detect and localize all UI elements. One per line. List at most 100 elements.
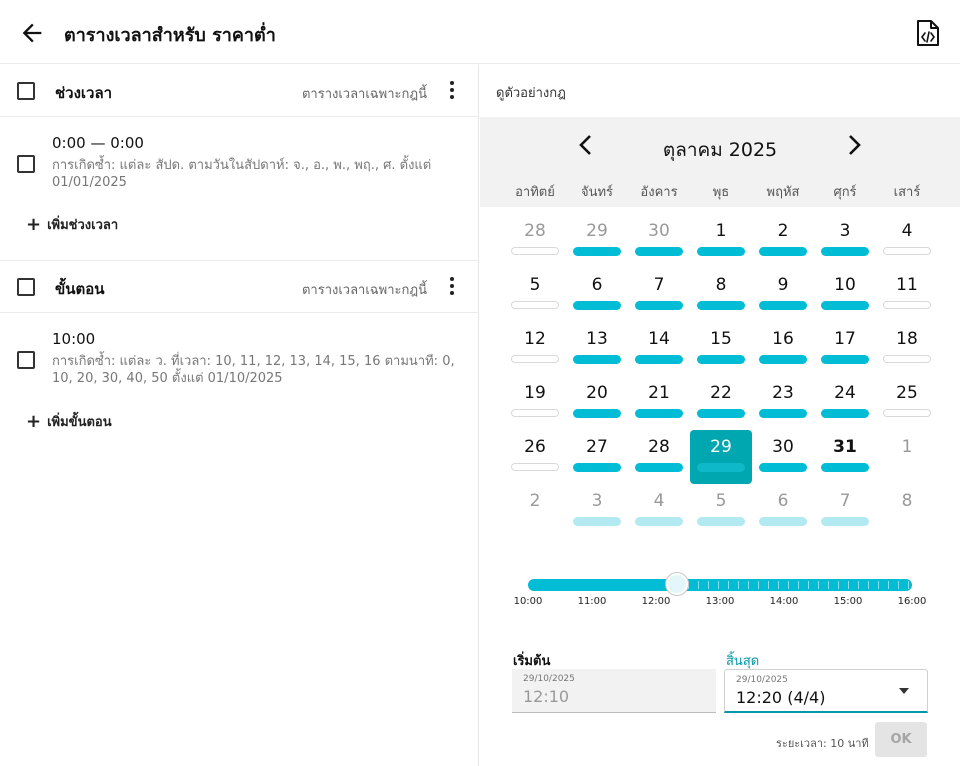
day-number: 13 bbox=[586, 329, 608, 349]
slider-time-label: 13:00 bbox=[705, 596, 735, 607]
step-item-checkbox[interactable] bbox=[17, 351, 35, 369]
calendar-day[interactable]: 4 bbox=[876, 214, 938, 268]
intervals-title: ช่วงเวลา bbox=[55, 84, 113, 102]
top-bar: ตารางเวลาสำหรับ ราคาต่ำ bbox=[0, 0, 960, 64]
calendar-day[interactable]: 21 bbox=[628, 376, 690, 430]
slider-time-label: 15:00 bbox=[833, 596, 863, 607]
day-number: 20 bbox=[586, 383, 608, 403]
add-interval-button[interactable]: + เพิ่มช่วงเวลา bbox=[26, 214, 118, 235]
day-activity-bar bbox=[635, 247, 683, 256]
calendar-day[interactable]: 5 bbox=[690, 484, 752, 538]
calendar-day[interactable]: 29 bbox=[566, 214, 628, 268]
calendar-day[interactable]: 18 bbox=[876, 322, 938, 376]
calendar-day[interactable]: 2 bbox=[504, 484, 566, 538]
day-activity-bar bbox=[821, 301, 869, 310]
steps-more-icon[interactable] bbox=[448, 277, 456, 297]
step-item-description: การเกิดซ้ำ: แต่ละ ว. ที่เวลา: 10, 11, 12… bbox=[52, 354, 455, 386]
day-activity-bar bbox=[511, 247, 559, 255]
calendar-day[interactable]: 1 bbox=[876, 430, 938, 484]
calendar-day[interactable]: 6 bbox=[752, 484, 814, 538]
day-activity-bar bbox=[511, 409, 559, 417]
calendar-day[interactable]: 11 bbox=[876, 268, 938, 322]
calendar-day[interactable]: 27 bbox=[566, 430, 628, 484]
intervals-select-all-checkbox[interactable] bbox=[17, 82, 35, 100]
day-number: 5 bbox=[529, 275, 541, 295]
calendar-day[interactable]: 13 bbox=[566, 322, 628, 376]
code-file-icon[interactable] bbox=[915, 19, 941, 47]
calendar-day[interactable]: 24 bbox=[814, 376, 876, 430]
slider-time-label: 14:00 bbox=[769, 596, 799, 607]
calendar-day[interactable]: 2 bbox=[752, 214, 814, 268]
steps-select-all-checkbox[interactable] bbox=[17, 278, 35, 296]
calendar-day[interactable]: 3 bbox=[814, 214, 876, 268]
time-slider-thumb[interactable] bbox=[666, 573, 689, 595]
interval-item-title[interactable]: 0:00 — 0:00 bbox=[52, 134, 144, 152]
add-step-button[interactable]: + เพิ่มขั้นตอน bbox=[26, 411, 112, 432]
intervals-header: ช่วงเวลา ตารางเวลาเฉพาะกฎนี้ bbox=[0, 65, 479, 117]
calendar-day[interactable]: 17 bbox=[814, 322, 876, 376]
calendar-day[interactable]: 19 bbox=[504, 376, 566, 430]
day-number: 7 bbox=[839, 491, 851, 511]
step-item-title[interactable]: 10:00 bbox=[52, 330, 96, 348]
calendar-day[interactable]: 14 bbox=[628, 322, 690, 376]
calendar-day[interactable]: 8 bbox=[690, 268, 752, 322]
slider-tick bbox=[748, 581, 749, 589]
day-number: 24 bbox=[834, 383, 856, 403]
day-activity-bar bbox=[573, 355, 621, 364]
ok-button[interactable]: OK bbox=[875, 722, 927, 757]
calendar-day[interactable]: 28 bbox=[504, 214, 566, 268]
day-activity-bar bbox=[821, 247, 869, 256]
calendar-day[interactable]: 1 bbox=[690, 214, 752, 268]
day-number: 11 bbox=[896, 275, 918, 295]
calendar-day[interactable]: 9 bbox=[752, 268, 814, 322]
day-activity-bar bbox=[759, 463, 807, 472]
weekday-label: เสาร์ bbox=[893, 185, 921, 200]
back-arrow-icon[interactable] bbox=[18, 19, 46, 47]
intervals-more-icon[interactable] bbox=[448, 81, 456, 101]
add-interval-label: เพิ่มช่วงเวลา bbox=[47, 218, 119, 233]
section-divider bbox=[0, 260, 479, 261]
interval-item-description: การเกิดซ้ำ: แต่ละ สัปด. ตามวันในสัปดาห์:… bbox=[52, 158, 432, 190]
calendar-day[interactable]: 6 bbox=[566, 268, 628, 322]
day-number: 27 bbox=[586, 437, 608, 457]
calendar-day[interactable]: 8 bbox=[876, 484, 938, 538]
calendar-day[interactable]: 30 bbox=[628, 214, 690, 268]
weekday-label: อังคาร bbox=[640, 185, 678, 200]
calendar-day[interactable]: 25 bbox=[876, 376, 938, 430]
day-number: 8 bbox=[715, 275, 727, 295]
calendar-day[interactable]: 22 bbox=[690, 376, 752, 430]
calendar-day[interactable]: 28 bbox=[628, 430, 690, 484]
dropdown-arrow-icon bbox=[899, 688, 909, 694]
calendar-day[interactable]: 5 bbox=[504, 268, 566, 322]
calendar-day[interactable]: 26 bbox=[504, 430, 566, 484]
calendar-day[interactable]: 7 bbox=[814, 484, 876, 538]
time-slider-track[interactable] bbox=[528, 579, 912, 591]
chevron-right-icon[interactable] bbox=[844, 133, 864, 157]
chevron-left-icon[interactable] bbox=[576, 133, 596, 157]
interval-item-checkbox[interactable] bbox=[17, 155, 35, 173]
day-number: 4 bbox=[901, 221, 913, 241]
calendar-day[interactable]: 3 bbox=[566, 484, 628, 538]
calendar-day[interactable]: 16 bbox=[752, 322, 814, 376]
calendar-day[interactable]: 12 bbox=[504, 322, 566, 376]
day-activity-bar bbox=[821, 517, 869, 526]
day-number: 30 bbox=[772, 437, 794, 457]
day-number: 16 bbox=[772, 329, 794, 349]
day-activity-bar bbox=[635, 517, 683, 526]
calendar-day[interactable]: 4 bbox=[628, 484, 690, 538]
calendar-day-selected[interactable]: 29 bbox=[690, 430, 752, 484]
end-select[interactable]: 29/10/2025 12:20 (4/4) bbox=[724, 669, 928, 713]
calendar-day[interactable]: 15 bbox=[690, 322, 752, 376]
calendar-day[interactable]: 20 bbox=[566, 376, 628, 430]
calendar-day[interactable]: 7 bbox=[628, 268, 690, 322]
calendar-day[interactable]: 23 bbox=[752, 376, 814, 430]
day-number: 22 bbox=[710, 383, 732, 403]
calendar-day[interactable]: 10 bbox=[814, 268, 876, 322]
weekday-label: จันทร์ bbox=[580, 185, 614, 200]
slider-tick bbox=[768, 581, 769, 589]
calendar-day[interactable]: 31 bbox=[814, 430, 876, 484]
slider-tick bbox=[688, 581, 689, 589]
page-title: ตารางเวลาสำหรับ ราคาต่ำ bbox=[64, 25, 276, 46]
weekday-label: พฤหัส bbox=[766, 185, 800, 200]
calendar-day[interactable]: 30 bbox=[752, 430, 814, 484]
